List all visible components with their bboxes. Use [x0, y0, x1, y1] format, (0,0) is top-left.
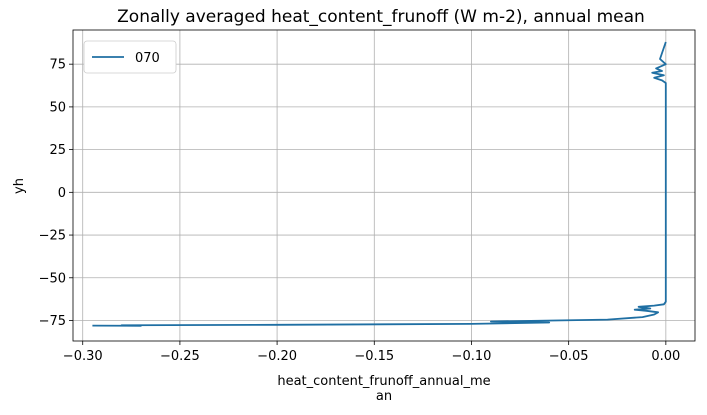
- data-series: [92, 41, 667, 327]
- grid-lines: [73, 30, 695, 341]
- y-axis-label: yh: [12, 178, 27, 194]
- x-tick-label: −0.20: [257, 349, 297, 364]
- plot-frame: [72, 29, 696, 342]
- x-tick-label: −0.30: [63, 349, 103, 364]
- series-line: [92, 41, 667, 327]
- y-tick-label: 25: [49, 143, 66, 158]
- y-tick-label: 75: [49, 58, 66, 73]
- legend-label: 070: [135, 51, 160, 66]
- legend-box: [83, 40, 177, 74]
- x-tick-label: −0.10: [452, 349, 492, 364]
- x-tick-label: 0.00: [651, 349, 680, 364]
- y-tick-label: −25: [39, 229, 66, 244]
- legend: 070: [83, 40, 177, 74]
- y-tick-label: −50: [39, 271, 66, 286]
- x-axis-label-line-1: heat_content_frunoff_annual_me: [277, 374, 490, 389]
- x-axis-label-line-2: an: [376, 389, 392, 404]
- x-tick-label: −0.15: [354, 349, 394, 364]
- chart-title: Zonally averaged heat_content_frunoff (W…: [117, 7, 645, 27]
- x-tick-label: −0.05: [549, 349, 589, 364]
- axis-ticks: −0.30 −0.25 −0.20 −0.15 −0.10 −0.05 0.00 75 50 25…: [39, 58, 681, 364]
- y-tick-label: 0: [58, 186, 66, 201]
- y-tick-label: 50: [49, 100, 66, 115]
- x-tick-label: −0.25: [160, 349, 200, 364]
- y-tick-label: −75: [39, 314, 66, 329]
